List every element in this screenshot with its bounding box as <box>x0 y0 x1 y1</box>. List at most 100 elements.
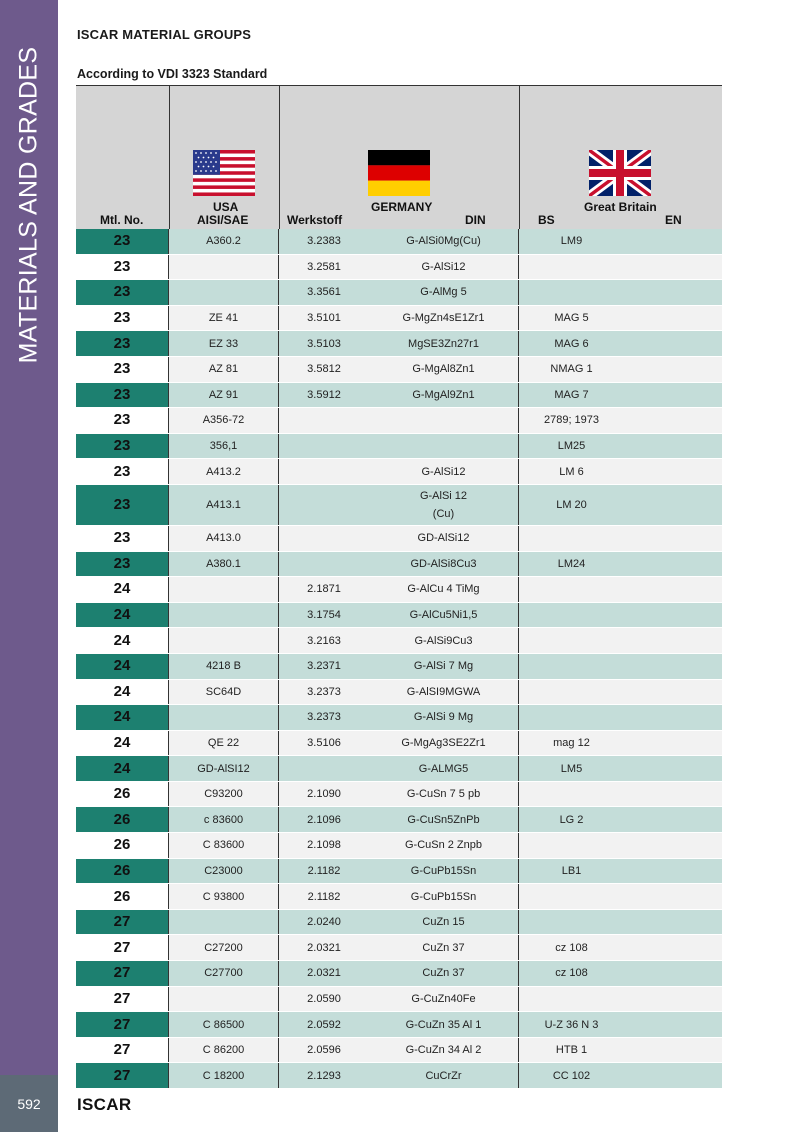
cell-bs <box>519 833 624 858</box>
cell-en <box>624 459 722 484</box>
cell-bs: cz 108 <box>555 967 588 980</box>
cell-bs <box>519 255 624 280</box>
cell-bs: LM9 <box>560 235 583 248</box>
cell-werkstoff <box>279 485 369 525</box>
table-row: 24 3.2163 G-AlSi9Cu3 <box>76 628 722 654</box>
header-usa-cell: USA AISI/SAE <box>169 86 280 229</box>
cell-din <box>369 408 519 433</box>
cell-werkstoff <box>279 756 369 781</box>
cell-aisi-sae: SC64D <box>169 679 279 705</box>
cell-din: G-AlSI9MGWA <box>369 679 519 705</box>
cell-din: G-AlCu 4 TiMg <box>369 577 519 602</box>
table-row: 23 AZ 81 3.5812 G-MgAl8Zn1 NMAG 1 <box>76 356 722 383</box>
table-row: 23 A356-72 2789; 1973 <box>76 408 722 434</box>
uk-flag-icon <box>589 150 651 196</box>
page-number: 592 <box>17 1095 41 1112</box>
cell-aisi-sae: A356-72 <box>169 408 279 433</box>
header-bs: BS <box>538 213 555 227</box>
cell-en <box>624 859 722 884</box>
cell-bs: cz 108 <box>555 941 588 954</box>
cell-din: G-CuZn 35 Al 1 <box>369 1012 519 1037</box>
cell-mtl-no: 24 <box>76 756 169 781</box>
cell-aisi-sae: C23000 <box>169 858 279 884</box>
header-great-britain: Great Britain <box>584 200 657 214</box>
cell-mtl-no: 23 <box>76 525 169 551</box>
cell-werkstoff: 3.5912 <box>307 388 341 401</box>
cell-aisi-sae: C 93800 <box>169 884 279 909</box>
cell-aisi-sae: ZE 41 <box>169 305 279 331</box>
cell-din: G-MgAl9Zn1 <box>369 382 519 408</box>
cell-bs: mag 12 <box>553 736 590 749</box>
cell-en <box>624 577 722 602</box>
cell-aisi-sae: C27700 <box>169 961 279 986</box>
cell-werkstoff: 2.0590 <box>307 992 341 1005</box>
cell-aisi-sae <box>169 628 279 653</box>
cell-en <box>624 628 722 653</box>
table-row: 27 C 86500 2.0592 G-CuZn 35 Al 1 U-Z 36 N 3 <box>76 1012 722 1038</box>
cell-en <box>624 987 722 1012</box>
cell-werkstoff: 3.2371 <box>307 660 341 673</box>
cell-mtl-no: 24 <box>76 653 169 679</box>
cell-aisi-sae: A413.1 <box>169 484 279 525</box>
cell-mtl-no: 23 <box>76 433 169 459</box>
cell-din: G-CuPb15Sn <box>369 858 519 884</box>
header-werkstoff: Werkstoff <box>287 213 343 227</box>
cell-werkstoff <box>279 459 369 484</box>
page-number-box: 592 <box>0 1075 58 1132</box>
cell-mtl-no: 24 <box>76 730 169 756</box>
cell-din: GD-AlSi12 <box>369 525 519 551</box>
footer-brand: ISCAR <box>77 1095 132 1114</box>
cell-werkstoff: 2.1098 <box>307 839 341 852</box>
cell-werkstoff: 3.1754 <box>307 609 341 622</box>
side-bar: MATERIALS AND GRADES <box>0 0 58 1075</box>
cell-bs <box>519 577 624 602</box>
cell-en <box>624 408 722 433</box>
cell-bs <box>519 628 624 653</box>
table-row: 27 C27700 2.0321 CuZn 37 cz 108 <box>76 961 722 987</box>
header-en: EN <box>665 213 682 227</box>
cell-din: G-CuPb15Sn <box>369 884 519 909</box>
cell-din: G-CuSn 2 Znpb <box>369 833 519 858</box>
table-row: 23 A413.2 G-AlSi12 LM 6 <box>76 459 722 485</box>
table-row: 23 A413.1 G-AlSi 12 (Cu) LM 20 <box>76 484 722 526</box>
cell-en <box>624 434 722 459</box>
cell-werkstoff: 3.2373 <box>307 711 341 724</box>
cell-aisi-sae: C27200 <box>169 935 279 961</box>
cell-aisi-sae <box>169 280 279 305</box>
cell-werkstoff: 2.0321 <box>307 967 341 980</box>
cell-bs: 2789; 1973 <box>543 414 600 427</box>
table-row: 23 A380.1 GD-AlSi8Cu3 LM24 <box>76 551 722 578</box>
cell-en <box>624 961 722 986</box>
cell-aisi-sae: A413.0 <box>169 525 279 551</box>
cell-en <box>624 910 722 935</box>
cell-en <box>624 552 722 577</box>
cell-mtl-no: 23 <box>76 229 169 254</box>
table-row: 23 AZ 91 3.5912 G-MgAl9Zn1 MAG 7 <box>76 382 722 409</box>
cell-mtl-no: 24 <box>76 602 169 628</box>
cell-aisi-sae: 356,1 <box>169 433 279 459</box>
cell-aisi-sae: 4218 B <box>169 653 279 679</box>
cell-werkstoff: 3.5812 <box>307 363 341 376</box>
cell-mtl-no: 23 <box>76 254 169 280</box>
cell-din <box>369 433 519 459</box>
cell-bs <box>519 910 624 935</box>
cell-bs: HTB 1 <box>555 1044 588 1057</box>
page-subtitle: According to VDI 3323 Standard <box>77 67 268 81</box>
table-row: 24 4218 B 3.2371 G-AlSi 7 Mg <box>76 653 722 680</box>
cell-bs: LM25 <box>557 440 586 453</box>
cell-bs: CC 102 <box>552 1069 591 1082</box>
cell-en <box>624 1038 722 1063</box>
cell-aisi-sae: EZ 33 <box>169 331 279 356</box>
cell-din-line: (Cu) <box>432 507 455 520</box>
cell-werkstoff: 3.2373 <box>307 685 341 698</box>
cell-aisi-sae <box>169 705 279 730</box>
cell-werkstoff <box>279 552 369 577</box>
table-row: 26 C93200 2.1090 G-CuSn 7 5 pb <box>76 781 722 808</box>
cell-mtl-no: 23 <box>76 331 169 356</box>
cell-mtl-no: 23 <box>76 382 169 408</box>
cell-werkstoff: 2.0240 <box>307 916 341 929</box>
cell-mtl-no: 27 <box>76 1063 169 1088</box>
cell-werkstoff: 2.1182 <box>307 864 341 877</box>
cell-werkstoff: 2.0321 <box>307 941 341 954</box>
table-row: 26 C 83600 2.1098 G-CuSn 2 Znpb <box>76 833 722 859</box>
